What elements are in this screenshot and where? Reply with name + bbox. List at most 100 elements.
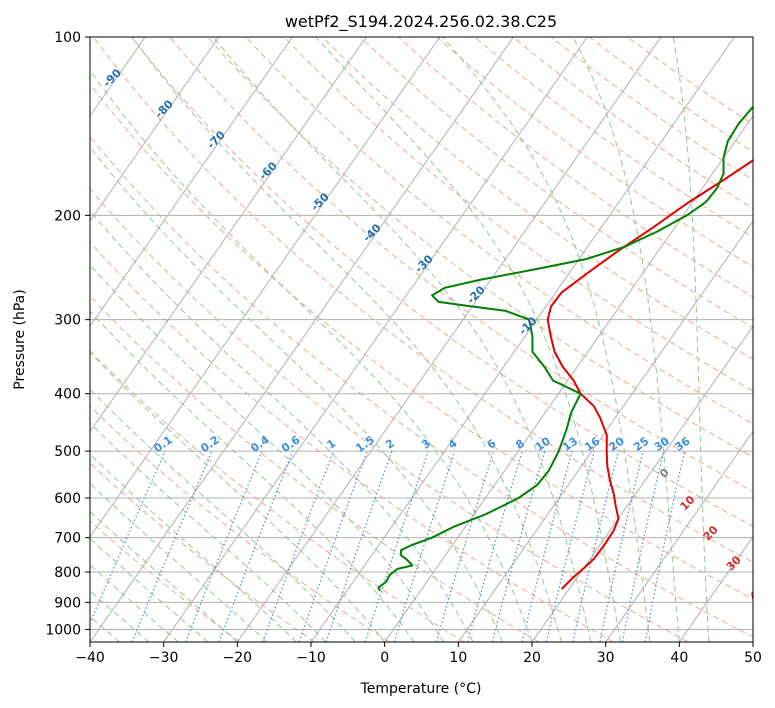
moist-adiabat	[90, 146, 503, 642]
y-tick-label: 400	[54, 387, 81, 403]
mixing-ratio-line	[491, 450, 546, 642]
moist-adiabat	[90, 510, 238, 642]
isotherm-label: -50	[308, 190, 331, 213]
moist-adiabat	[90, 351, 386, 642]
grid-lines	[0, 37, 753, 642]
mixing-ratio-line	[599, 450, 644, 642]
dry-adiabat	[90, 295, 540, 642]
moist-adiabat	[572, 37, 680, 642]
moist-adiabat	[90, 310, 415, 642]
moist-adiabat-label: 40	[747, 583, 767, 603]
isotherm-label: -10	[516, 314, 539, 337]
y-tick-label: 600	[54, 491, 81, 507]
mixing-ratio-label: 8	[513, 437, 527, 452]
moist-adiabat	[442, 37, 651, 642]
y-tick-label: 800	[54, 565, 81, 581]
isotherm-line	[678, 535, 753, 642]
axes: −40 −30 −20 −10 0 10 20 30 40 5010020030040050060…	[45, 30, 762, 666]
isotherm-label: -30	[412, 252, 435, 275]
dry-adiabat	[92, 37, 753, 563]
mixing-ratio-label: 6	[485, 437, 499, 452]
background-lines	[90, 37, 753, 642]
isotherm-line	[0, 37, 72, 642]
y-tick-label: 100	[54, 30, 81, 46]
moist-adiabat	[90, 482, 268, 642]
dry-adiabat	[588, 37, 753, 153]
mixing-ratio-line	[131, 450, 213, 642]
x-tick-label: −10	[296, 650, 326, 666]
x-tick-label: 40	[670, 650, 688, 666]
dry-adiabat	[90, 349, 465, 642]
moist-adiabat	[90, 537, 209, 642]
mixing-ratio-line	[90, 450, 166, 625]
isotherm-line	[90, 37, 293, 328]
series-lines	[377, 105, 753, 592]
dewpoint-line	[377, 105, 753, 592]
dry-adiabat	[90, 135, 753, 638]
x-tick-label: 10	[449, 650, 467, 666]
dry-adiabat	[550, 37, 753, 181]
moist-adiabat	[131, 37, 562, 642]
isotherm-line	[384, 114, 753, 642]
x-tick-label: −40	[75, 650, 105, 666]
mixing-ratio-line	[435, 450, 495, 642]
plot-frame	[89, 36, 754, 643]
mixing-ratio-line	[393, 450, 456, 642]
dry-adiabat	[90, 405, 390, 642]
moist-adiabat	[212, 37, 592, 642]
y-tick-label: 300	[54, 313, 81, 329]
x-tick-label: 50	[744, 650, 762, 666]
x-tick-label: 20	[523, 650, 541, 666]
mixing-ratio-label: 0.1	[151, 433, 174, 455]
mixing-ratio-label: 0.4	[248, 433, 272, 455]
x-axis-label: Temperature (°C)	[360, 681, 482, 697]
dry-adiabat	[512, 37, 753, 209]
moist-adiabat	[90, 564, 179, 642]
dry-adiabat	[90, 241, 614, 642]
mixing-ratio-line	[621, 450, 665, 642]
mixing-ratio-line	[644, 450, 686, 642]
moist-adiabat	[672, 37, 710, 642]
dry-adiabat	[90, 462, 315, 642]
isotherm-line	[90, 37, 367, 433]
moist-adiabat	[90, 453, 297, 642]
isotherm-line	[310, 37, 735, 642]
mixing-ratio-label: 4	[446, 437, 460, 452]
mixing-ratio-line	[185, 450, 263, 642]
dry-adiabat	[283, 37, 753, 392]
isotherm-line	[531, 325, 753, 642]
mixing-ratio-line	[466, 450, 523, 642]
dry-adiabat	[90, 520, 241, 642]
y-axis-label: Pressure (hPa)	[12, 289, 28, 389]
moist-adiabat	[90, 209, 474, 642]
moist-adiabat	[315, 37, 621, 642]
isotherm-line	[752, 641, 753, 642]
x-tick-label: −30	[149, 650, 179, 666]
mixing-ratio-line	[325, 450, 393, 642]
isotherm-line	[163, 37, 588, 642]
y-tick-label: 1000	[45, 622, 81, 638]
isotherm-label: -80	[153, 97, 176, 120]
dry-adiabat	[131, 37, 753, 527]
isotherm-label: -90	[101, 66, 124, 89]
dry-adiabat	[474, 37, 753, 238]
isotherm-line	[90, 37, 441, 538]
mixing-ratio-line	[521, 450, 573, 642]
dry-adiabat	[245, 37, 753, 425]
dry-adiabat	[90, 83, 753, 600]
moist-adiabat	[90, 263, 445, 642]
x-tick-label: 30	[597, 650, 615, 666]
x-tick-label: −20	[223, 650, 253, 666]
chart-title: wetPf2_S194.2024.256.02.38.C25	[285, 12, 557, 32]
y-tick-label: 200	[54, 208, 81, 224]
isotherm-label: -70	[205, 128, 228, 151]
dry-adiabat	[207, 37, 753, 458]
isotherm-line	[236, 37, 662, 642]
mixing-ratio-label: 2	[383, 437, 397, 452]
isotherm-label: -40	[360, 221, 383, 244]
isotherm-line	[90, 37, 220, 222]
isotherm-line	[605, 430, 753, 642]
moist-adiabat	[90, 388, 356, 642]
dry-adiabat	[321, 37, 753, 360]
